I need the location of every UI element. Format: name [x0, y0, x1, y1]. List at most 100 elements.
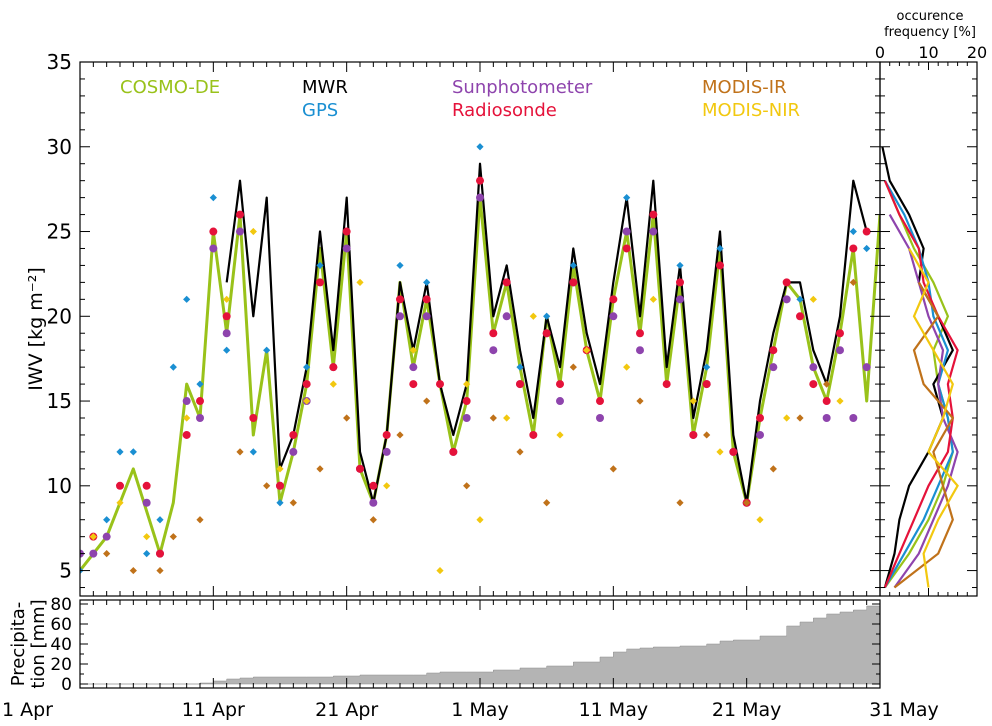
point-modis-ir — [263, 482, 271, 490]
precip-y-tick-label: 20 — [50, 655, 72, 675]
point-gps — [169, 363, 177, 371]
point-radiosonde — [769, 346, 778, 355]
axis-ticks — [79, 61, 978, 688]
point-radiosonde — [396, 295, 404, 304]
point-sunphotometer — [822, 414, 831, 422]
x-tick-label: 1 Apr — [2, 699, 53, 721]
point-radiosonde — [196, 397, 204, 406]
precipitation-area — [80, 604, 881, 685]
series-line-cosmo-de — [80, 196, 880, 572]
legend-entry-sunphotometer: Sunphotometer — [452, 77, 593, 98]
frequency-plot-marks — [881, 146, 959, 589]
freq-title-line1: occurence — [897, 9, 964, 24]
point-radiosonde — [276, 481, 284, 490]
precip-y-tick-label: 60 — [50, 615, 72, 635]
point-sunphotometer — [342, 244, 351, 253]
point-radiosonde — [249, 414, 258, 422]
point-modis-ir — [516, 448, 524, 456]
point-radiosonde — [142, 481, 151, 490]
point-radiosonde — [796, 312, 804, 321]
point-modis-nir — [623, 363, 631, 371]
legend-entry-modis-ir: MODIS-IR — [702, 77, 787, 98]
x-tick-label: 11 Apr — [182, 699, 245, 721]
point-radiosonde — [729, 447, 738, 456]
point-radiosonde — [422, 295, 431, 304]
point-gps — [249, 448, 257, 456]
point-modis-ir — [609, 465, 617, 473]
point-radiosonde — [596, 397, 604, 406]
point-modis-nir — [249, 227, 257, 236]
point-radiosonde — [836, 329, 844, 338]
point-radiosonde — [342, 227, 351, 236]
point-modis-ir — [236, 448, 244, 456]
point-modis-ir — [396, 431, 404, 439]
freq-x-tick-label: 20 — [967, 43, 987, 62]
point-modis-nir — [689, 397, 697, 405]
point-sunphotometer — [209, 244, 218, 253]
point-gps — [569, 261, 577, 270]
point-radiosonde — [516, 380, 524, 389]
point-sunphotometer — [462, 414, 471, 422]
point-modis-nir — [556, 431, 564, 439]
y-tick-label: 10 — [47, 474, 72, 498]
point-radiosonde — [622, 244, 631, 253]
point-radiosonde — [209, 227, 218, 236]
point-radiosonde — [702, 380, 711, 389]
point-gps — [303, 363, 311, 371]
point-sunphotometer — [182, 397, 191, 406]
point-modis-ir — [849, 278, 857, 286]
freq-title-line2: frequency [%] — [884, 25, 976, 40]
main-frame — [79, 61, 881, 597]
point-gps — [156, 516, 164, 524]
point-sunphotometer — [556, 397, 564, 406]
y-tick-label: 20 — [47, 304, 72, 328]
point-sunphotometer — [422, 312, 431, 321]
point-gps — [716, 244, 724, 253]
point-modis-ir — [103, 550, 111, 558]
point-sunphotometer — [756, 430, 764, 439]
point-gps — [676, 261, 684, 270]
y-axis-label: IWV [kg m⁻²] — [25, 267, 47, 391]
legend-entry-cosmo-de: COSMO-DE — [120, 77, 220, 98]
point-modis-ir — [823, 380, 831, 388]
point-modis-ir — [636, 397, 644, 405]
freq-line-radiosonde — [883, 180, 959, 588]
point-radiosonde — [556, 380, 564, 389]
point-radiosonde — [782, 278, 791, 287]
point-modis-nir — [583, 346, 591, 354]
point-modis-nir — [836, 397, 844, 405]
point-modis-nir — [356, 278, 364, 286]
precip-y-tick-label: 40 — [50, 635, 72, 655]
point-gps — [143, 550, 151, 558]
point-sunphotometer — [769, 363, 778, 372]
point-modis-ir — [369, 516, 377, 524]
point-modis-nir — [756, 516, 764, 524]
point-gps — [476, 143, 484, 151]
point-sunphotometer — [142, 498, 151, 507]
point-sunphotometer — [382, 447, 391, 456]
legend-entry-mwr: MWR — [302, 77, 348, 98]
freq-line-gps — [883, 180, 954, 589]
point-gps — [863, 244, 871, 253]
point-gps — [263, 346, 271, 354]
point-gps — [423, 278, 431, 286]
point-modis-ir — [489, 414, 497, 422]
freq-x-tick-label: 0 — [875, 43, 885, 62]
x-tick-label: 21 Apr — [315, 699, 378, 721]
point-modis-ir — [743, 499, 751, 507]
point-modis-nir — [276, 465, 284, 473]
point-sunphotometer — [609, 312, 618, 321]
point-modis-ir — [423, 397, 431, 405]
point-radiosonde — [302, 380, 311, 389]
point-radiosonde — [809, 380, 818, 389]
point-radiosonde — [449, 447, 458, 456]
point-radiosonde — [849, 244, 858, 253]
point-modis-nir — [329, 380, 337, 388]
point-modis-ir — [196, 516, 204, 524]
precip-y-axis-label-line2: tion [mm] — [28, 599, 49, 688]
point-radiosonde — [462, 397, 471, 406]
legend-entry-modis-nir: MODIS-NIR — [702, 100, 800, 121]
point-radiosonde — [716, 261, 724, 270]
